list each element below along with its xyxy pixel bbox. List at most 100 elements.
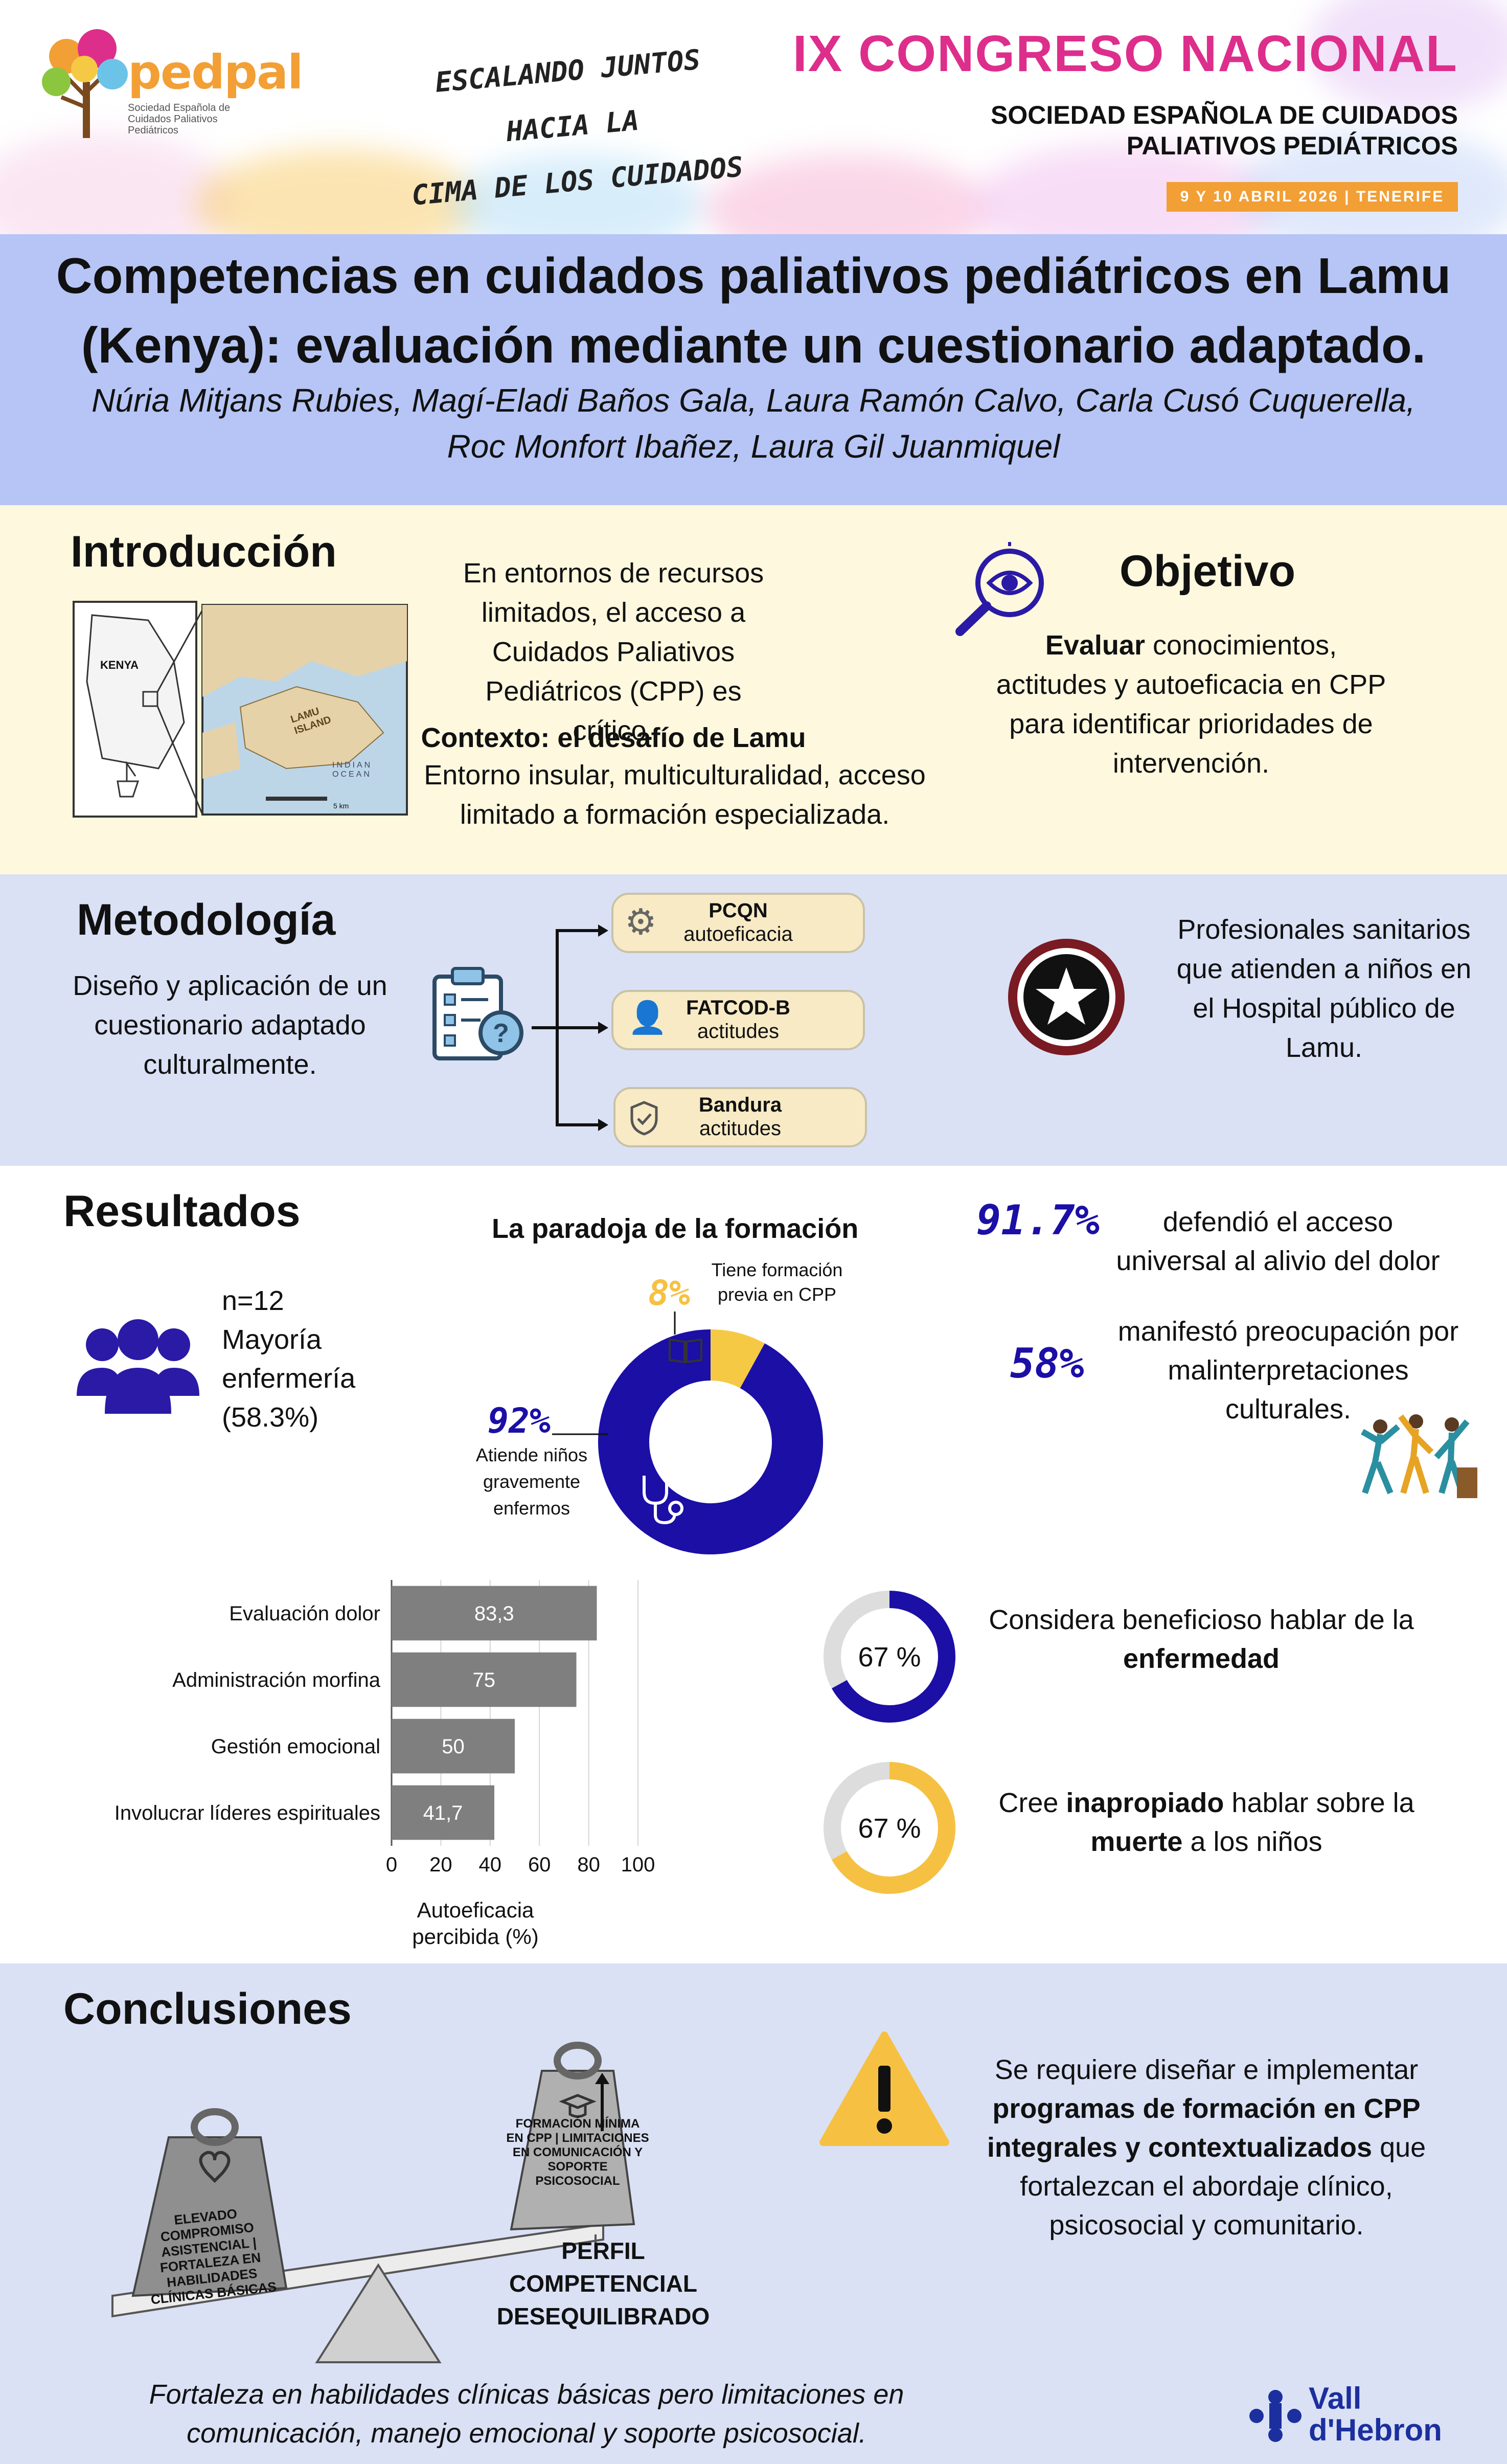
poster-title-line-2: (Kenya): evaluación mediante un cuestion… [81,317,1426,373]
svg-text:?: ? [493,1019,509,1048]
stethoscope-icon [643,1476,683,1525]
tool-fatcod-sub: actitudes [697,1020,780,1043]
congress-title: IX CONGRESO NACIONAL [792,25,1458,82]
pct-care: 92% [488,1401,551,1441]
map-scale: 5 km [333,802,349,810]
slogan: ESCALANDO JUNTOS HACIA LA CIMA DE LOS CU… [382,28,763,225]
results-band: Resultados n=12 Mayoría enfermería (58.3… [0,1166,1507,1963]
clipboard-question-icon: ? [432,967,523,1060]
x-tick-label: 100 [621,1853,655,1876]
donut-slice-2 [598,1329,823,1554]
footer-line-2: comunicación, manejo emocional y soporte… [187,2418,866,2449]
header-banner: pedpal Sociedad Española de Cuidados Pal… [0,0,1507,234]
objective-bold: Evaluar [1045,630,1145,661]
context-heading: Contexto: el desafío de Lamu [421,722,806,753]
tool-pcqn-name: PCQN [709,899,768,922]
method-text: Diseño y aplicación de un cuestionario a… [73,970,387,1080]
donut-slice-1 [710,1329,765,1389]
authors-line-2: Roc Monfort Ibañez, Laura Gil Juanmiquel [447,428,1060,465]
ring-progress-arc [831,1762,955,1894]
ring2-bold-b: muerte [1090,1826,1183,1857]
training-donut [598,1329,823,1554]
logo-text: pedpal [128,45,304,100]
x-tick-label: 80 [577,1853,600,1876]
bar-chart-xlabel: Autoeficacia percibida (%) [412,1898,539,1949]
bar [392,1719,515,1774]
tool-pcqn-sub: autoeficacia [683,923,793,945]
conclusions-heading: Conclusiones [63,1984,352,2033]
warning-icon [819,2031,949,2146]
bar-value-label: 50 [442,1735,465,1758]
pct-training: 8% [648,1273,690,1314]
poster-title-line-1: Competencias en cuidados paliativos pedi… [56,247,1451,304]
ring-inappropriate [824,1762,955,1894]
stat2-text: manifestó preocupación por malinterpreta… [1117,1316,1459,1425]
tree-logo [42,29,128,138]
ring2-text-a: Cree [998,1788,1066,1818]
x-tick-label: 40 [479,1853,502,1876]
tool-bandura: Bandura actitudes [613,1087,867,1147]
footer-line-1: Fortaleza en habilidades clínicas básica… [149,2379,904,2410]
population-text: Profesionales sanitarios que atienden a … [1176,914,1472,1063]
person-icon: 👤 [628,1000,668,1035]
conclusion-text-a: Se requiere diseñar e implementar [994,2054,1419,2085]
stat2-pct: 58% [1010,1340,1084,1387]
intro-heading: Introducción [71,527,337,576]
profile-line-3: DESEQUILIBRADO [496,2303,710,2330]
dates: 9 Y 10 ABRIL 2026 [1180,188,1339,205]
authors-line-1: Núria Mitjans Rubies, Magí-Eladi Baños G… [92,382,1415,419]
bar-value-label: 41,7 [423,1802,463,1824]
lamu-map [73,601,408,818]
x-tick-label: 60 [528,1853,551,1876]
conclusion-text-bold: programas de formación en CPP integrales… [987,2093,1421,2163]
intro-text: En entornos de recursos limitados, el ac… [463,558,764,746]
ring2-text-b: hablar sobre la [1224,1788,1414,1818]
dancers-illustration [1361,1414,1477,1498]
ring-beneficial-text: Considera beneficioso hablar de la enfer… [971,1600,1431,1678]
profile-line-1: PERFIL [561,2237,645,2264]
hospital-name-1: Vall [1309,2381,1362,2415]
category-label: Gestión emocional [211,1735,380,1758]
bar [392,1652,577,1707]
title-band: Competencias en cuidados paliativos pedi… [0,234,1507,505]
ring-beneficial [824,1591,955,1723]
hospital-name-2: d'Hebron [1309,2413,1442,2447]
label-training: Tiene formación previa en CPP [711,1259,843,1305]
objective-rest: conocimientos, actitudes y autoeficacia … [996,630,1386,779]
stat1-pct: 91.7% [976,1196,1100,1244]
society-line-1: SOCIEDAD ESPAÑOLA DE CUIDADOS [991,101,1458,129]
leader-line-care [552,1433,608,1435]
bar-value-label: 75 [473,1669,496,1691]
tool-bandura-name: Bandura [698,1094,782,1116]
ring2-text-c: a los niños [1182,1826,1322,1857]
ring-inappropriate-text: Cree inapropiado hablar sobre la muerte … [981,1783,1431,1861]
leader-line-training [674,1312,676,1335]
self-efficacy-bar-chart: 0 20 40 60 80 100 Evaluación dolor 83,3 Administ… [115,1580,655,1876]
vall-hebron-cross-icon [1249,2390,1302,2442]
profile-line-2: COMPETENCIAL [509,2270,697,2297]
shield-check-icon [630,1101,658,1136]
label-care: Atiende niños gravemente enfermos [475,1444,588,1519]
intro-band: Introducción KENYA LAMU ISLAND INDIAN OC… [0,505,1507,874]
profile-label: PERFIL COMPETENCIAL DESEQUILIBRADO [481,2234,726,2333]
place: TENERIFE [1356,188,1445,205]
society-line-2: PALIATIVOS PEDIÁTRICOS [1126,131,1458,160]
ring-beneficial-value: 67 % [858,1642,921,1672]
bar-value-label: 83,3 [474,1602,514,1625]
ring-progress-arc [831,1591,955,1723]
objective-heading: Objetivo [1120,547,1296,596]
bar [392,1586,597,1641]
category-label: Involucrar líderes espirituales [115,1802,380,1824]
conclusion-text: Se requiere diseñar e implementar progra… [976,2050,1436,2245]
sample-size: n=12 [222,1285,284,1316]
seesaw-illustration [111,2042,635,2363]
paradox-title: La paradoja de la formación [492,1213,859,1244]
hospital-logo-text: Vall d'Hebron [1309,2383,1442,2446]
conclusion-text-b: que fortalezcan el abordaje clínico, psi… [1020,2132,1426,2241]
weight-left-text: ELEVADO COMPROMISO ASISTENCIAL | FORTALE… [150,2206,278,2308]
group-icon [77,1319,199,1414]
weight-right-text: FORMACIÓN MÍNIMA EN CPP | LIMITACIONES E… [506,2117,649,2188]
method-band: Metodología Diseño y aplicación de un cu… [0,874,1507,1166]
results-heading: Resultados [63,1187,301,1236]
ring-beneficial-text-b: enfermedad [1123,1643,1280,1674]
